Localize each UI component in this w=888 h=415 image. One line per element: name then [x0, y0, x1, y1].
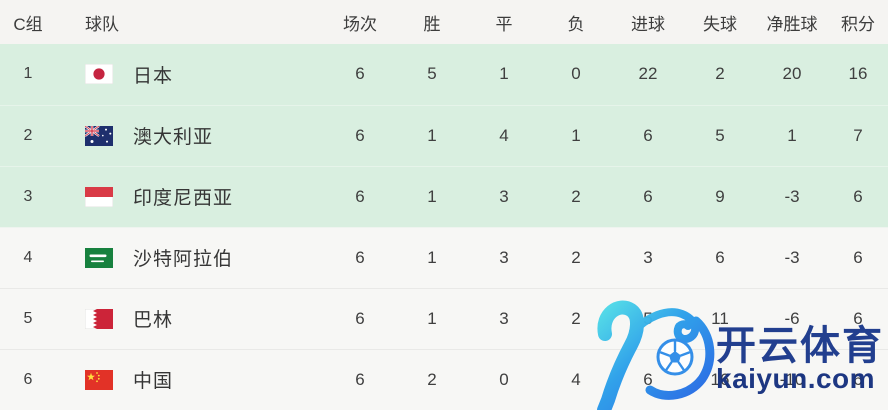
- pts-cell: 6: [828, 165, 888, 227]
- pts-cell: 7: [828, 104, 888, 166]
- team-cell: 中国: [50, 348, 324, 410]
- win-cell: 1: [396, 104, 468, 166]
- rank-cell: 4: [0, 226, 50, 288]
- win-cell: 5: [427, 64, 437, 84]
- team-name: 巴林: [133, 310, 174, 331]
- saudi-arabia-flag-icon: [85, 247, 113, 268]
- gd-cell: -3: [756, 165, 828, 227]
- team-cell: 日本: [50, 44, 324, 105]
- team-name: 中国: [133, 371, 174, 393]
- gf-cell: 3: [612, 226, 684, 288]
- column-header-team: 球队: [85, 14, 119, 34]
- team-name: 沙特阿拉伯: [133, 249, 234, 270]
- draw-cell: 1: [499, 64, 509, 84]
- played-cell: 6: [324, 226, 396, 288]
- column-header-rank: C组: [13, 14, 43, 34]
- draw-cell: 3: [468, 287, 540, 349]
- win-cell: 1: [396, 165, 468, 227]
- team-name: 日本: [133, 65, 174, 87]
- table-header-row: C组 球队 场次 胜 平 负 进球 失球 净胜球 积分: [0, 0, 888, 44]
- indonesia-flag-icon: [85, 186, 113, 207]
- pts-cell: 6: [828, 348, 888, 410]
- loss-cell: 2: [540, 226, 612, 288]
- japan-flag-icon: [85, 64, 113, 85]
- team-cell: 印度尼西亚: [50, 165, 324, 227]
- team-cell: 沙特阿拉伯: [50, 226, 324, 288]
- gd-cell: 20: [782, 64, 802, 84]
- loss-cell: 1: [540, 104, 612, 166]
- played-cell: 6: [324, 287, 396, 349]
- rank-cell: 1: [23, 65, 33, 83]
- played-cell: 6: [324, 165, 396, 227]
- column-header-draw: 平: [495, 14, 513, 34]
- team-cell: 巴林: [50, 287, 324, 349]
- k-glyph: [597, 300, 715, 415]
- win-cell: 2: [396, 348, 468, 410]
- ga-cell: 9: [684, 165, 756, 227]
- table-body: 1 日本 6 5 1 0 22 2 20 16 2 澳大利亚 6 1 4 1 6 5 1 7 3 印度尼西亚 6 1 3 2 6 9-…: [0, 44, 888, 410]
- column-header-played: 场次: [343, 14, 377, 34]
- loss-cell: 2: [540, 165, 612, 227]
- gf-cell: 6: [612, 104, 684, 166]
- played-cell: 6: [355, 64, 365, 84]
- rank-cell: 5: [0, 287, 50, 349]
- played-cell: 6: [324, 348, 396, 410]
- table-row: 6 中国 6 2 0 4 6 16 -10 6: [0, 348, 888, 410]
- column-header-gf: 进球: [631, 14, 665, 34]
- draw-cell: 4: [468, 104, 540, 166]
- table-row: 4 沙特阿拉伯 6 1 3 2 3 6 -3 6: [0, 226, 888, 288]
- pts-cell: 16: [848, 64, 868, 84]
- pts-cell: 6: [828, 287, 888, 349]
- column-header-gd: 净胜球: [766, 14, 818, 34]
- loss-cell: 4: [540, 348, 612, 410]
- australia-flag-icon: [85, 125, 113, 146]
- team-name: 印度尼西亚: [133, 188, 234, 209]
- table-row: 1 日本 6 5 1 0 22 2 20 16: [0, 44, 888, 105]
- column-header-win: 胜: [423, 14, 441, 34]
- team-cell: 澳大利亚: [50, 104, 324, 166]
- draw-cell: 3: [468, 165, 540, 227]
- draw-cell: 3: [468, 226, 540, 288]
- table-row: 3 印度尼西亚 6 1 3 2 6 9 -3 6: [0, 165, 888, 227]
- gd-cell: -6: [756, 287, 828, 349]
- table-row: 5 巴林 6 1 3 2 5 11 -6 6: [0, 287, 888, 349]
- kaiyun-k-football-logo: 开云体育 kaiyun.com: [597, 300, 884, 415]
- rank-cell: 3: [0, 165, 50, 227]
- kaiyun-watermark[interactable]: 开云体育 kaiyun.com: [585, 288, 888, 415]
- pts-cell: 6: [828, 226, 888, 288]
- win-cell: 1: [396, 226, 468, 288]
- win-cell: 1: [396, 287, 468, 349]
- table-row: 2 澳大利亚 6 1 4 1 6 5 1 7: [0, 104, 888, 166]
- column-header-ga: 失球: [703, 14, 737, 34]
- draw-cell: 0: [468, 348, 540, 410]
- column-header-pts: 积分: [841, 14, 875, 34]
- played-cell: 6: [324, 104, 396, 166]
- football-icon: [656, 338, 694, 376]
- column-header-loss: 负: [567, 14, 585, 34]
- gf-cell: 22: [638, 64, 658, 84]
- ga-cell: 5: [684, 104, 756, 166]
- gd-cell: 1: [756, 104, 828, 166]
- china-flag-icon: [85, 369, 113, 390]
- rank-cell: 6: [0, 348, 50, 410]
- loss-cell: 0: [571, 64, 581, 84]
- gd-cell: -10: [756, 348, 828, 410]
- ga-cell: 6: [684, 226, 756, 288]
- watermark-brand-text: 开云体育: [716, 324, 884, 368]
- gf-cell: 6: [612, 165, 684, 227]
- team-name: 澳大利亚: [133, 127, 214, 148]
- gd-cell: -3: [756, 226, 828, 288]
- rank-cell: 2: [0, 104, 50, 166]
- watermark-domain-text: kaiyun.com: [716, 363, 875, 394]
- ga-cell: 2: [715, 64, 725, 84]
- bahrain-flag-icon: [85, 308, 113, 329]
